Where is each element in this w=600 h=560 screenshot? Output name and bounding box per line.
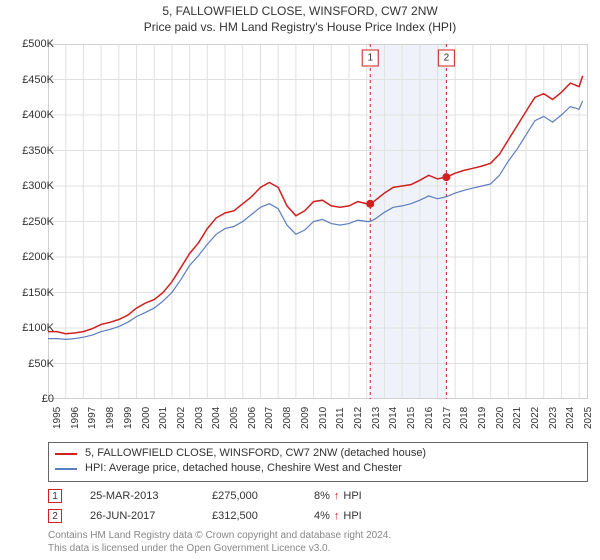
xtick-label: 2002: [176, 407, 187, 429]
xtick-label: 2012: [353, 407, 364, 429]
sale-badge-icon: 2: [48, 509, 62, 523]
sales-table: 1 25-MAR-2013 £275,000 8% ↑ HPI 2 26-JUN…: [48, 486, 362, 526]
sale-diff-label: HPI: [343, 490, 361, 502]
ytick-label: £500K: [22, 38, 54, 50]
xtick-label: 2020: [495, 407, 506, 429]
xtick-label: 2018: [459, 407, 470, 429]
ytick-label: £100K: [22, 322, 54, 334]
sale-diff: 8% ↑ HPI: [314, 490, 362, 502]
legend-swatch-icon: [55, 468, 77, 470]
legend-swatch-icon: [55, 453, 77, 455]
chart-svg: 12: [48, 44, 588, 399]
legend-item: HPI: Average price, detached house, Ches…: [55, 461, 581, 476]
xtick-label: 2014: [388, 407, 399, 429]
footer: Contains HM Land Registry data © Crown c…: [48, 530, 391, 555]
ytick-label: £200K: [22, 251, 54, 263]
xtick-label: 2010: [318, 407, 329, 429]
svg-text:2: 2: [444, 53, 450, 64]
xtick-label: 2007: [264, 407, 275, 429]
svg-text:1: 1: [367, 53, 373, 64]
page-title: 5, FALLOWFIELD CLOSE, WINSFORD, CW7 2NW: [0, 0, 600, 20]
xtick-label: 1995: [52, 407, 63, 429]
xtick-label: 2006: [247, 407, 258, 429]
xtick-label: 2023: [548, 407, 559, 429]
xtick-label: 2004: [211, 407, 222, 429]
xtick-label: 2025: [583, 407, 594, 429]
ytick-label: £50K: [28, 358, 54, 370]
sale-diff-label: HPI: [343, 510, 361, 522]
xtick-label: 1998: [105, 407, 116, 429]
xtick-label: 2016: [424, 407, 435, 429]
legend: 5, FALLOWFIELD CLOSE, WINSFORD, CW7 2NW …: [48, 442, 588, 482]
page-subtitle: Price paid vs. HM Land Registry's House …: [0, 20, 600, 38]
sale-diff: 4% ↑ HPI: [314, 510, 362, 522]
xtick-label: 1999: [123, 407, 134, 429]
sale-price: £275,000: [212, 490, 286, 502]
xtick-label: 2005: [229, 407, 240, 429]
legend-label: HPI: Average price, detached house, Ches…: [85, 461, 402, 476]
xtick-label: 2013: [371, 407, 382, 429]
xtick-label: 2024: [565, 407, 576, 429]
sale-diff-pct: 4%: [314, 510, 330, 522]
xtick-label: 2003: [194, 407, 205, 429]
ytick-label: £0: [42, 393, 54, 405]
sales-row: 2 26-JUN-2017 £312,500 4% ↑ HPI: [48, 506, 362, 526]
footer-line: This data is licensed under the Open Gov…: [48, 543, 391, 556]
xtick-label: 2011: [335, 407, 346, 429]
sale-price: £312,500: [212, 510, 286, 522]
xtick-label: 1996: [70, 407, 81, 429]
sale-diff-pct: 8%: [314, 490, 330, 502]
xtick-label: 2008: [282, 407, 293, 429]
sale-badge-icon: 1: [48, 489, 62, 503]
sale-date: 25-MAR-2013: [90, 490, 184, 502]
xtick-label: 1997: [87, 407, 98, 429]
footer-line: Contains HM Land Registry data © Crown c…: [48, 530, 391, 543]
ytick-label: £450K: [22, 74, 54, 86]
xtick-label: 2001: [158, 407, 169, 429]
arrow-up-icon: ↑: [334, 490, 340, 502]
xtick-label: 2009: [300, 407, 311, 429]
sales-row: 1 25-MAR-2013 £275,000 8% ↑ HPI: [48, 486, 362, 506]
chart: 12: [48, 44, 588, 399]
ytick-label: £350K: [22, 145, 54, 157]
xtick-label: 2017: [442, 407, 453, 429]
xtick-label: 2019: [477, 407, 488, 429]
ytick-label: £250K: [22, 216, 54, 228]
ytick-label: £400K: [22, 109, 54, 121]
arrow-up-icon: ↑: [334, 510, 340, 522]
sale-date: 26-JUN-2017: [90, 510, 184, 522]
legend-item: 5, FALLOWFIELD CLOSE, WINSFORD, CW7 2NW …: [55, 446, 581, 461]
legend-label: 5, FALLOWFIELD CLOSE, WINSFORD, CW7 2NW …: [85, 446, 426, 461]
ytick-label: £300K: [22, 180, 54, 192]
xtick-label: 2022: [530, 407, 541, 429]
xtick-label: 2021: [512, 407, 523, 429]
ytick-label: £150K: [22, 287, 54, 299]
xtick-label: 2015: [406, 407, 417, 429]
page-container: 5, FALLOWFIELD CLOSE, WINSFORD, CW7 2NW …: [0, 0, 600, 560]
xtick-label: 2000: [141, 407, 152, 429]
